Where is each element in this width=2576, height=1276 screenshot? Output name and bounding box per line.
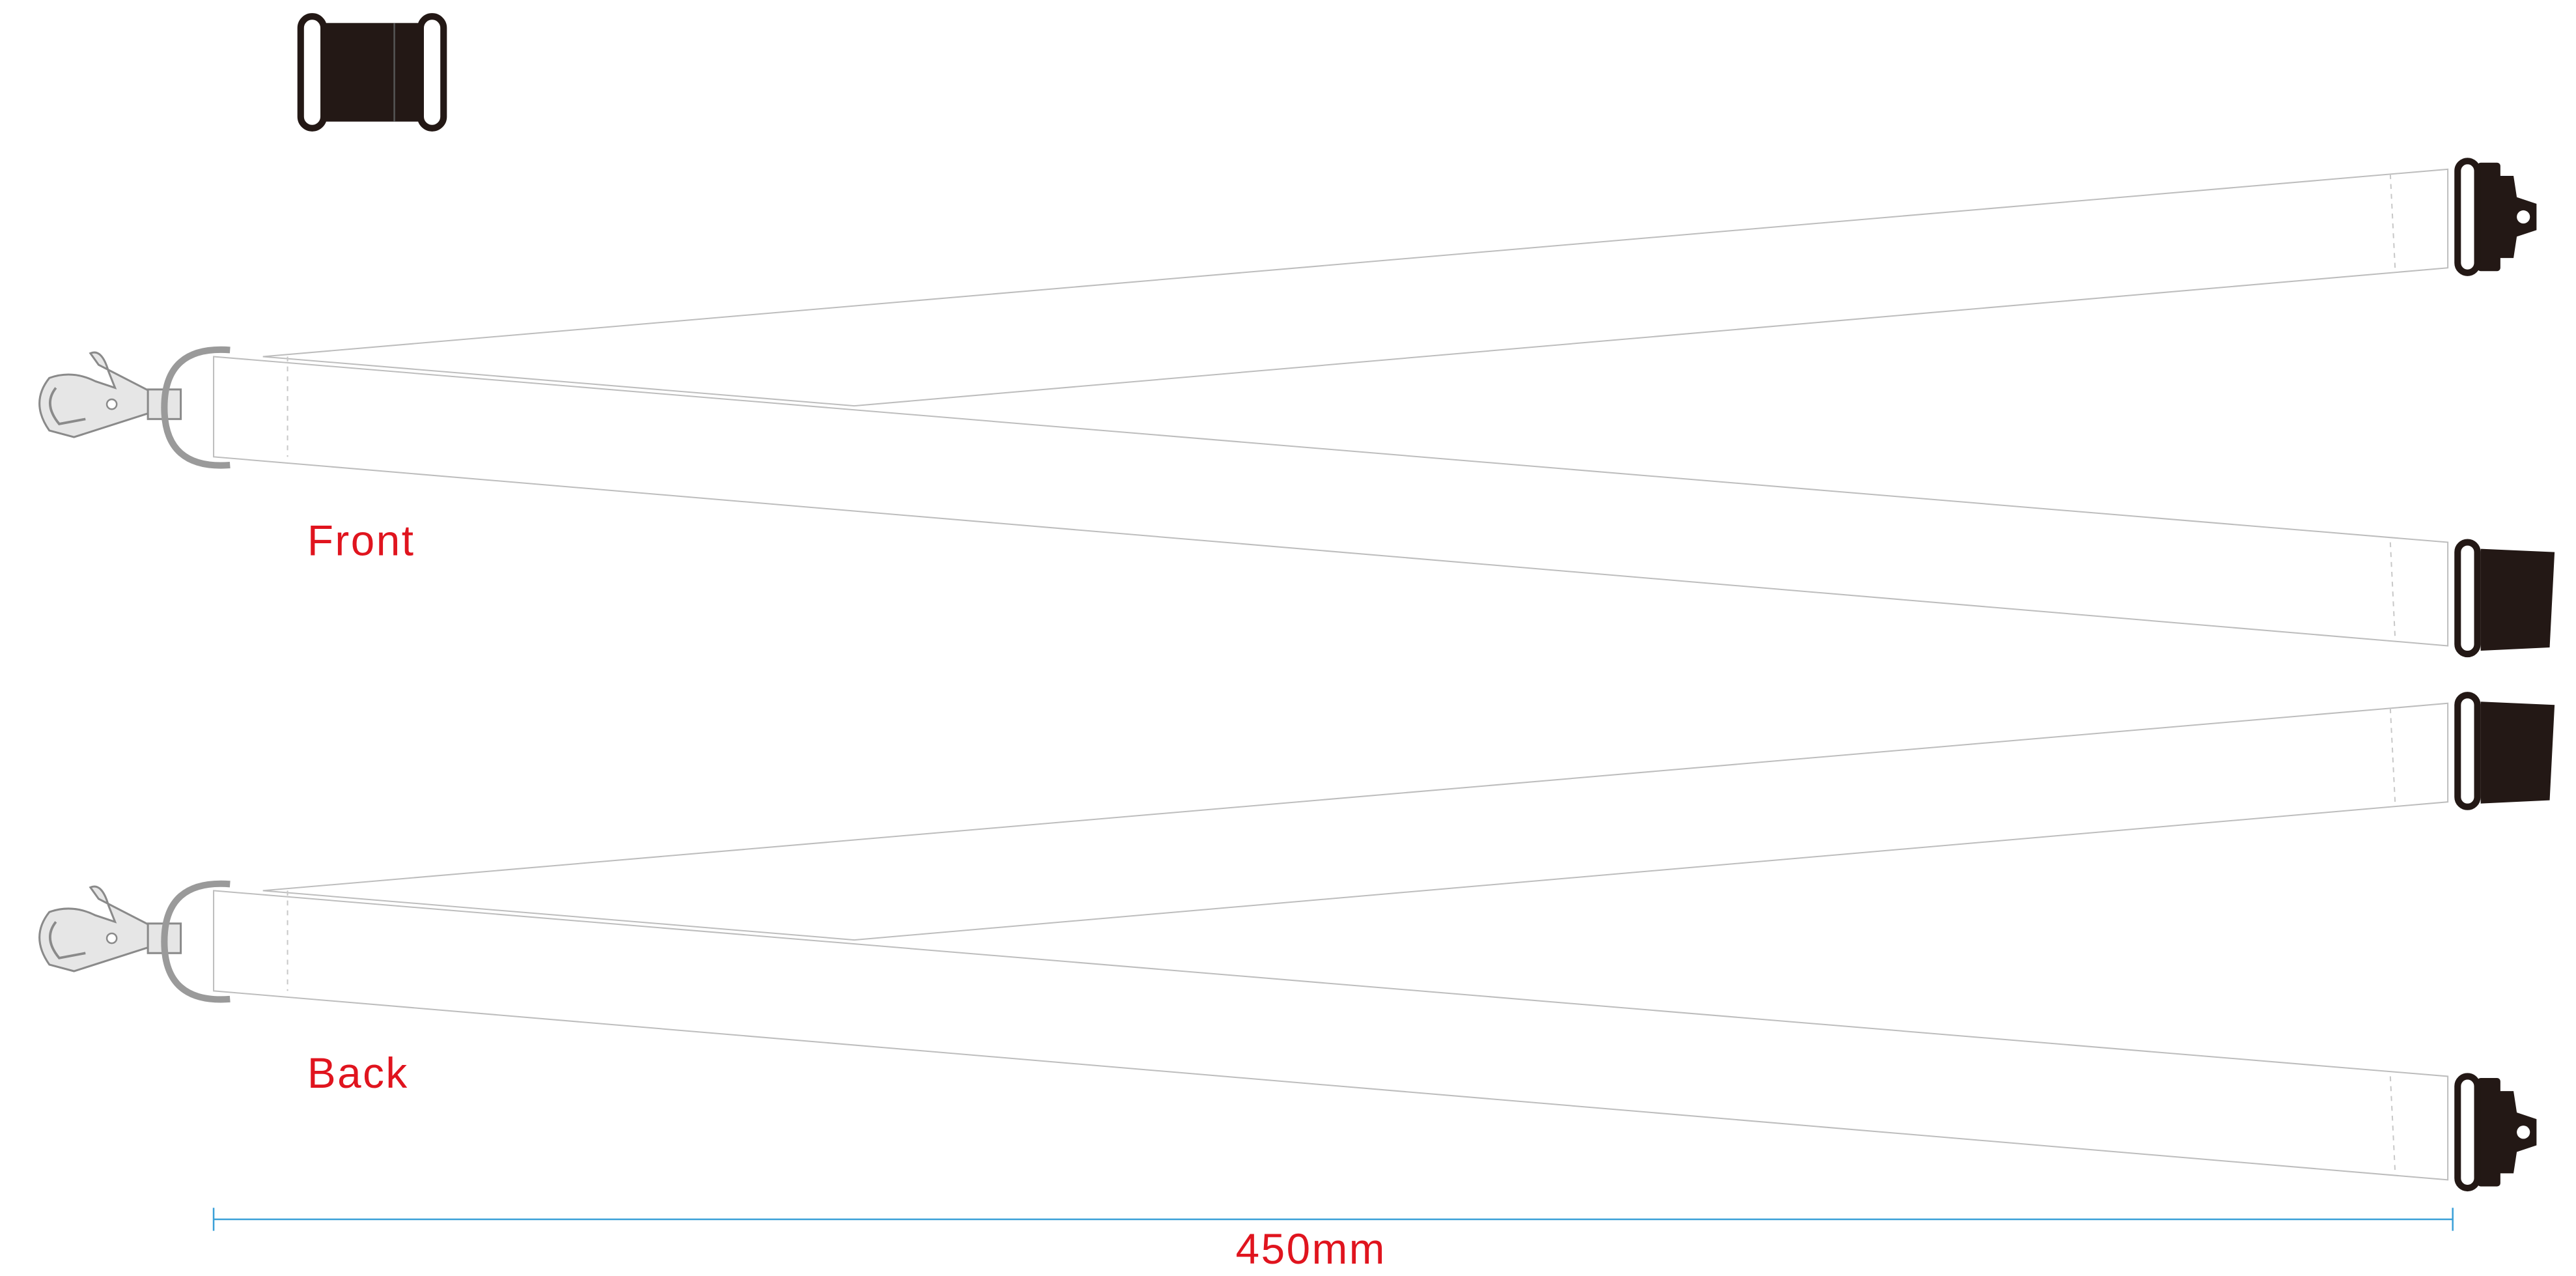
front-lanyard [40, 161, 2555, 654]
dimension-line [212, 1208, 2454, 1231]
back-lanyard [40, 695, 2555, 1188]
dimension-label: 450mm [1236, 1225, 1386, 1273]
back-label: Back [307, 1049, 409, 1097]
front-label: Front [307, 517, 415, 565]
